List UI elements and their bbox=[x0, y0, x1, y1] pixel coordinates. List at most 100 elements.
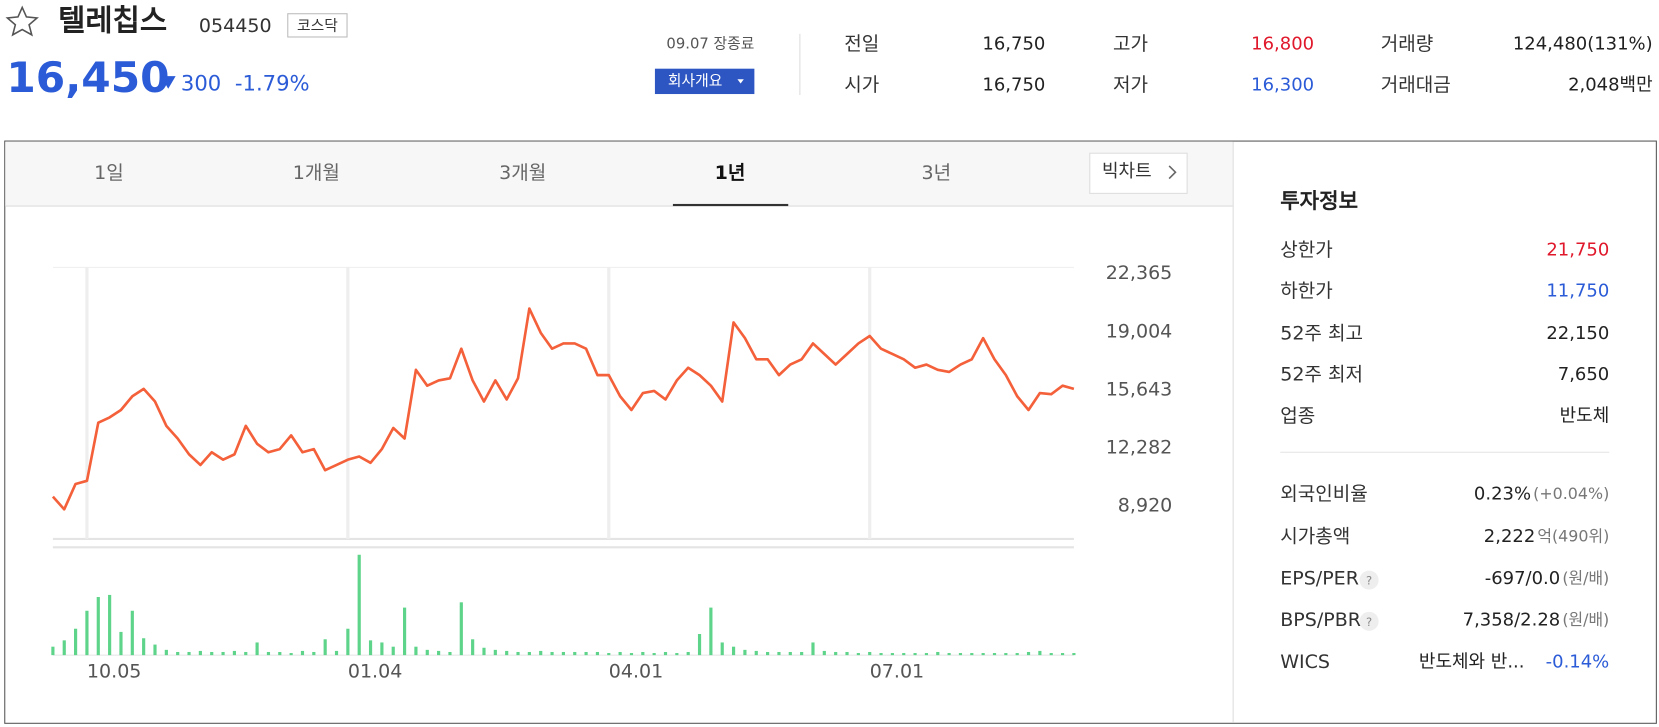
volume-bar bbox=[890, 653, 894, 656]
volume-bar bbox=[85, 610, 89, 656]
bigchart-chevron bbox=[1168, 165, 1177, 180]
volume-bar bbox=[187, 651, 191, 656]
help-icon bbox=[1359, 611, 1379, 631]
period-tab[interactable]: 1개월 bbox=[293, 162, 340, 184]
volume-bar bbox=[221, 651, 225, 656]
volume-bar bbox=[527, 651, 531, 656]
info-value: 0.23% bbox=[1474, 484, 1531, 505]
volume-bar bbox=[607, 653, 611, 656]
volume-bar bbox=[970, 653, 974, 656]
quote-label: 전일 bbox=[844, 33, 879, 55]
volume-bar bbox=[709, 607, 713, 656]
price-line bbox=[51, 307, 1075, 511]
volume-bar bbox=[96, 597, 100, 656]
volume-bar bbox=[958, 653, 963, 656]
volume-bar bbox=[74, 628, 78, 656]
volume-bar bbox=[856, 653, 860, 656]
volume-bar bbox=[425, 649, 429, 656]
info-unit: (+0.04%) bbox=[1533, 484, 1609, 503]
volume-bar bbox=[266, 651, 271, 656]
quote-label: 저가 bbox=[1113, 74, 1148, 96]
info-value: -697/0.0 bbox=[1485, 568, 1560, 589]
stock-name: 텔레칩스 bbox=[58, 4, 167, 38]
volume-bar bbox=[380, 642, 384, 656]
volume-bar bbox=[482, 647, 486, 656]
volume-bar bbox=[550, 651, 554, 656]
volume-bar bbox=[142, 638, 146, 656]
company-button[interactable] bbox=[654, 68, 755, 95]
volume-bar bbox=[278, 651, 282, 656]
volume-bar bbox=[437, 650, 441, 656]
period-tab[interactable]: 3년 bbox=[922, 162, 952, 184]
x-tick-label: 10.05 bbox=[87, 661, 141, 683]
volume-bar bbox=[629, 653, 634, 656]
volume-bar bbox=[391, 646, 395, 656]
period-tab[interactable]: 1일 bbox=[94, 162, 124, 184]
volume-bar bbox=[777, 651, 781, 656]
volume-bar bbox=[402, 607, 407, 656]
favorite-star[interactable] bbox=[5, 5, 39, 37]
volume-bar bbox=[539, 650, 543, 656]
info-label: 시가총액 bbox=[1280, 525, 1350, 547]
quote-value: 16,750 bbox=[982, 33, 1045, 54]
volume-bar bbox=[811, 642, 815, 656]
volume-bar bbox=[108, 594, 112, 656]
volume-bar bbox=[879, 653, 883, 656]
chart-panel bbox=[4, 140, 1657, 724]
period-tab[interactable]: 1년 bbox=[715, 162, 746, 184]
price-change: 300 bbox=[181, 71, 221, 96]
stock-code: 054450 bbox=[199, 15, 272, 37]
info-label: EPS/PER bbox=[1280, 568, 1359, 590]
volume-bar bbox=[176, 651, 180, 656]
volume-bar bbox=[312, 651, 316, 656]
volume-bar bbox=[244, 651, 248, 656]
volume-bar bbox=[346, 628, 350, 656]
volume-bar bbox=[164, 649, 168, 656]
quote-value: 16,300 bbox=[1251, 75, 1314, 96]
volume-bar bbox=[992, 653, 997, 656]
volume-bar bbox=[357, 554, 361, 656]
volume-bar bbox=[766, 651, 770, 656]
volume-bar bbox=[743, 649, 747, 656]
company-button-label[interactable]: 회사개요 bbox=[668, 72, 722, 89]
volume-bar bbox=[981, 653, 985, 656]
volume-bar bbox=[62, 640, 66, 656]
volume-bar bbox=[845, 651, 849, 656]
volume-bar bbox=[153, 644, 157, 656]
period-tab[interactable]: 3개월 bbox=[499, 162, 546, 184]
bigchart-label[interactable]: 빅차트 bbox=[1102, 161, 1152, 182]
volume-bar bbox=[584, 651, 588, 656]
y-tick-label: 8,920 bbox=[1118, 495, 1172, 517]
info-unit: (원/배) bbox=[1562, 610, 1609, 629]
volume-bar bbox=[300, 650, 305, 656]
quote-label: 거래량 bbox=[1381, 33, 1434, 55]
volume-bar bbox=[130, 610, 134, 656]
market-badge bbox=[287, 13, 348, 38]
invest-title: 투자정보 bbox=[1280, 188, 1358, 213]
volume-bar bbox=[1049, 653, 1053, 656]
info-unit: 억(490위) bbox=[1537, 526, 1609, 545]
volume-bar bbox=[334, 650, 339, 656]
volume-bar bbox=[289, 653, 293, 656]
current-price: 16,450 bbox=[6, 53, 169, 102]
volume-bar bbox=[1038, 650, 1042, 656]
volume-bar bbox=[947, 653, 951, 656]
info-label: 업종 bbox=[1280, 405, 1315, 427]
info-value: 7,358/2.28 bbox=[1463, 609, 1561, 630]
volume-bar bbox=[902, 653, 906, 656]
x-tick-label: 04.01 bbox=[609, 661, 663, 683]
volume-bar bbox=[1015, 653, 1019, 656]
volume-bar bbox=[652, 653, 656, 656]
volume-bar bbox=[686, 651, 690, 656]
volume-bar bbox=[561, 651, 565, 656]
active-tab-underline bbox=[672, 203, 789, 207]
volume-bar bbox=[573, 651, 577, 656]
volume-bar bbox=[516, 651, 520, 656]
volume-bar bbox=[255, 642, 259, 656]
volume-bar bbox=[720, 642, 724, 656]
info-label: WICS bbox=[1280, 651, 1330, 673]
volume-bar bbox=[368, 640, 373, 656]
bigchart-button[interactable] bbox=[1089, 152, 1188, 194]
info-value: 7,650 bbox=[1558, 364, 1609, 385]
